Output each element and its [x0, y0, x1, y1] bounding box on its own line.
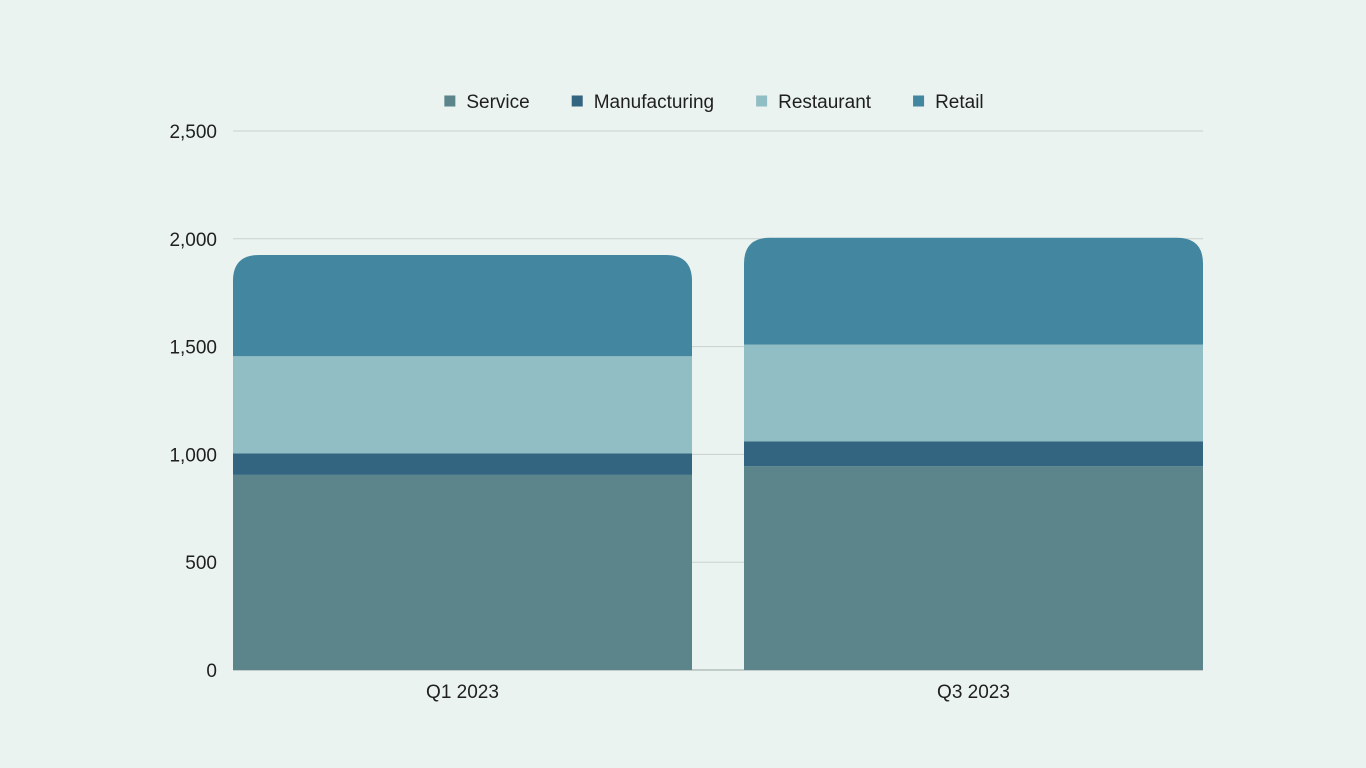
- y-tick-label: 2,000: [169, 230, 217, 251]
- x-tick-label: Q3 2023: [937, 682, 1010, 703]
- legend-swatch: [444, 95, 456, 107]
- bars: [233, 237, 1203, 670]
- legend-label: Retail: [935, 92, 984, 113]
- bar-segment-restaurant: [744, 344, 1203, 442]
- y-tick-label: 1,000: [169, 445, 217, 466]
- bar-segment-service: [744, 466, 1203, 670]
- y-tick-label: 2,500: [169, 122, 217, 143]
- legend-swatch: [913, 95, 925, 107]
- legend-swatch: [571, 95, 583, 107]
- y-axis: 0 500 1,000 1,500 2,000 2,500: [169, 122, 217, 682]
- x-tick-label: Q1 2023: [426, 682, 499, 703]
- y-tick-label: 0: [206, 661, 217, 682]
- bar-segment-manufacturing: [744, 441, 1203, 467]
- y-tick-label: 1,500: [169, 338, 217, 359]
- bar-segment-restaurant: [233, 356, 692, 454]
- legend: Service Manufacturing Restaurant Retail: [444, 92, 984, 113]
- bar-segment-retail: [233, 254, 692, 357]
- x-axis: Q1 2023 Q3 2023: [426, 682, 1010, 703]
- y-tick-label: 500: [185, 553, 217, 574]
- bar-segment-retail: [744, 237, 1203, 345]
- bar-segment-service: [233, 474, 692, 670]
- legend-swatch: [756, 95, 768, 107]
- bar-segment-manufacturing: [233, 453, 692, 475]
- legend-label: Manufacturing: [594, 92, 714, 113]
- legend-label: Restaurant: [778, 92, 872, 113]
- legend-label: Service: [466, 92, 529, 113]
